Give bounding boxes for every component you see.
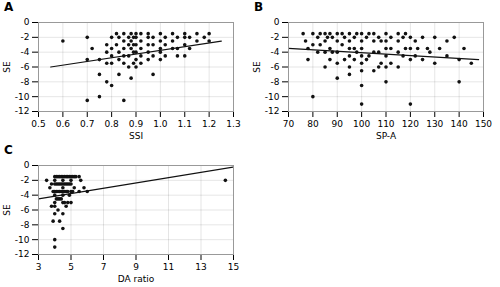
svg-text:SE: SE [252,61,262,73]
svg-text:0.9: 0.9 [129,119,144,129]
svg-text:0.5: 0.5 [31,119,45,129]
svg-text:-8: -8 [271,77,280,87]
html-text:B: B [254,0,264,14]
svg-text:0.6: 0.6 [56,119,71,129]
svg-text:DA ratio: DA ratio [118,274,155,284]
svg-text:SE: SE [2,204,12,216]
svg-text:15: 15 [228,262,239,272]
svg-text:SE: SE [2,61,12,73]
svg-text:80: 80 [307,119,319,129]
svg-text:1.0: 1.0 [153,119,168,129]
svg-text:1.3: 1.3 [226,119,240,129]
svg-text:140: 140 [451,119,468,129]
svg-text:0.7: 0.7 [80,119,94,129]
svg-text:-10: -10 [15,235,30,245]
svg-text:0: 0 [274,17,280,27]
svg-text:-4: -4 [21,190,30,200]
svg-text:SP-A: SP-A [376,131,397,141]
svg-text:-2: -2 [21,175,30,185]
svg-text:-10: -10 [265,92,280,102]
svg-text:130: 130 [426,119,443,129]
svg-text:-12: -12 [15,249,30,259]
svg-text:3: 3 [36,262,42,272]
svg-text:-6: -6 [271,62,280,72]
svg-text:-4: -4 [21,47,30,57]
html-text:A: A [4,0,14,14]
svg-text:11: 11 [163,262,174,272]
svg-text:90: 90 [332,119,344,129]
svg-text:1.2: 1.2 [202,119,216,129]
svg-text:-8: -8 [21,220,30,230]
svg-text:0.8: 0.8 [104,119,119,129]
svg-text:150: 150 [475,119,492,129]
svg-text:0: 0 [24,17,30,27]
svg-text:-2: -2 [271,32,280,42]
svg-text:-12: -12 [265,106,280,116]
svg-text:1.1: 1.1 [178,119,192,129]
svg-text:-8: -8 [21,77,30,87]
svg-text:5: 5 [68,262,74,272]
svg-text:120: 120 [402,119,419,129]
svg-text:-2: -2 [21,32,30,42]
svg-text:0: 0 [24,160,30,170]
svg-text:9: 9 [133,262,139,272]
svg-text:-12: -12 [15,106,30,116]
svg-text:-6: -6 [21,205,30,215]
svg-text:13: 13 [195,262,206,272]
svg-text:7: 7 [101,262,107,272]
svg-text:-4: -4 [271,47,280,57]
svg-text:100: 100 [353,119,370,129]
svg-text:-10: -10 [15,92,30,102]
svg-text:110: 110 [377,119,394,129]
svg-text:SSI: SSI [129,131,143,141]
html-text:C: C [4,143,13,157]
svg-text:-6: -6 [21,62,30,72]
svg-text:70: 70 [283,119,295,129]
